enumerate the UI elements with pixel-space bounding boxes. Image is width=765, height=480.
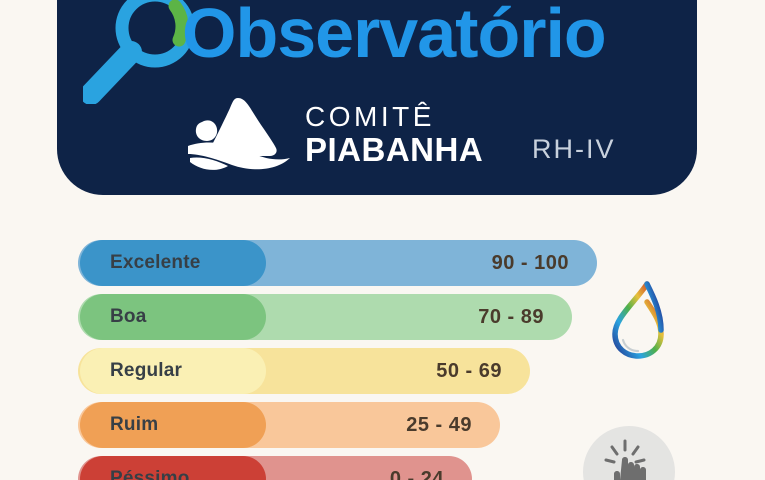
region-code-label: RH-IV (532, 134, 616, 164)
committee-line-2: PIABANHA (305, 131, 484, 168)
legend-row-pill (80, 456, 266, 480)
click-hand-cursor-icon[interactable] (600, 438, 658, 480)
legend-row-pill (80, 348, 266, 394)
page-title: Observatório (182, 0, 607, 72)
committee-line-1: COMITÊ (305, 101, 435, 132)
legend-row-pill (80, 402, 266, 448)
legend-row-range: 70 - 89 (478, 305, 544, 328)
legend-row[interactable]: Excelente 90 - 100 (78, 240, 597, 286)
legend-row-range: 0 - 24 (389, 467, 444, 480)
header-banner: Observatório COMITÊ PIABANHA RH-IV (57, 0, 697, 195)
legend-row-label: Péssimo (110, 468, 190, 480)
legend-row-range: 50 - 69 (436, 359, 502, 382)
legend-row[interactable]: Boa 70 - 89 (78, 294, 572, 340)
legend-row-label: Regular (110, 360, 183, 381)
mountain-leaf-logo-icon (186, 94, 296, 174)
legend-row[interactable]: Péssimo 0 - 24 (78, 456, 472, 480)
legend-row[interactable]: Ruim 25 - 49 (78, 402, 500, 448)
committee-name: COMITÊ PIABANHA (305, 101, 484, 168)
legend-row-label: Excelente (110, 252, 201, 273)
legend-row-range: 90 - 100 (491, 251, 569, 274)
rainbow-water-droplet-icon (607, 278, 669, 360)
legend-row-label: Ruim (110, 414, 159, 435)
legend-row-pill (80, 240, 266, 286)
legend-row-range: 25 - 49 (406, 413, 472, 436)
legend-row-label: Boa (110, 306, 147, 327)
legend-row-pill (80, 294, 266, 340)
legend-row[interactable]: Regular 50 - 69 (78, 348, 530, 394)
magnifying-glass-icon (80, 0, 203, 105)
